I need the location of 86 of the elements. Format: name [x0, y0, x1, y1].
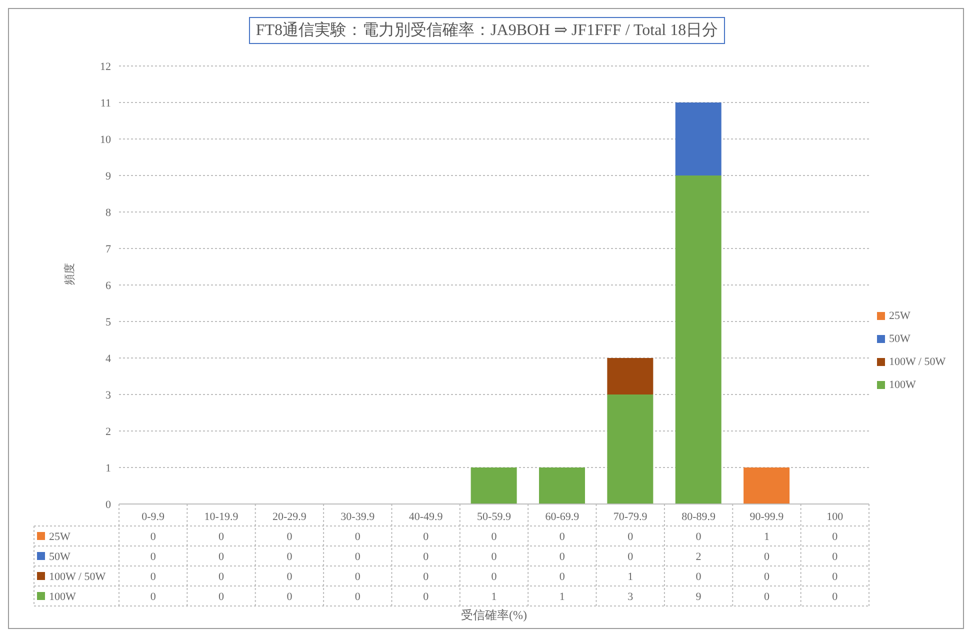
data-label: 0 — [423, 551, 430, 563]
y-tick-label: 3 — [106, 389, 112, 402]
data-label: 0 — [559, 551, 566, 563]
data-label: 0 — [150, 571, 156, 583]
text: 受信確率(%) — [461, 608, 527, 622]
x-tick-label: 80-89.9 — [682, 510, 716, 523]
x-tick-label: 20-29.9 — [272, 510, 307, 523]
data-label: 0 — [286, 591, 293, 603]
text: 100W — [49, 591, 76, 603]
y-tick-label: 5 — [106, 316, 112, 328]
data-label: 0 — [628, 551, 634, 563]
data-label: 1 — [764, 531, 770, 543]
y-tick-label: 7 — [106, 243, 112, 256]
data-label: 3 — [628, 591, 634, 603]
data-label: 0 — [559, 531, 566, 543]
data-label: 0 — [423, 591, 430, 603]
data-label: 0 — [832, 591, 838, 603]
bar — [744, 468, 790, 504]
data-label: 0 — [832, 571, 838, 583]
x-tick-label: 10-19.9 — [204, 510, 239, 523]
bar — [675, 102, 722, 176]
data-label: 0 — [218, 591, 225, 603]
data-label: 0 — [354, 531, 361, 543]
data-label: 0 — [696, 571, 702, 583]
bar — [607, 358, 654, 394]
data-label: 0 — [150, 591, 156, 603]
data-label: 0 — [696, 531, 702, 543]
y-tick-label: 1 — [106, 462, 111, 474]
x-tick-label: 100 — [826, 510, 844, 523]
x-tick-label: 40-49.9 — [408, 510, 444, 523]
data-label: 0 — [764, 571, 770, 583]
data-label: 0 — [559, 571, 566, 583]
bar — [607, 394, 654, 504]
data-label: 9 — [696, 591, 702, 603]
data-label: 1 — [559, 591, 565, 603]
data-label: 0 — [218, 571, 225, 583]
data-label: 0 — [286, 531, 293, 543]
data-label: 0 — [150, 531, 156, 543]
legend-label: 100W — [889, 378, 916, 390]
bar — [539, 468, 585, 504]
text: 100W / 50W — [49, 571, 106, 583]
data-label: 0 — [218, 531, 225, 543]
bar — [470, 468, 517, 504]
y-tick-label: 12 — [100, 60, 111, 73]
legend-label: 100W / 50W — [889, 356, 946, 368]
data-label: 0 — [423, 531, 430, 543]
data-label: 0 — [832, 551, 838, 563]
data-label: 0 — [491, 571, 498, 583]
data-label: 0 — [354, 551, 361, 563]
data-label: 0 — [491, 531, 498, 543]
data-label: 0 — [286, 551, 293, 563]
data-label: 0 — [832, 531, 838, 543]
data-label: 1 — [491, 591, 497, 603]
data-label: 0 — [423, 571, 430, 583]
x-tick-label: 50-59.9 — [477, 510, 512, 523]
x-tick-label: 70-79.9 — [613, 510, 648, 523]
data-label: 0 — [491, 551, 498, 563]
data-label: 0 — [354, 591, 361, 603]
text: 50W — [49, 551, 70, 563]
data-label: 1 — [628, 571, 634, 583]
legend-label: 25W — [889, 310, 910, 322]
data-label: 2 — [696, 551, 702, 563]
y-tick-label: 10 — [100, 134, 112, 146]
y-axis-title: 頻度 — [62, 263, 76, 285]
x-tick-label: 60-69.9 — [545, 510, 580, 523]
data-label: 0 — [150, 551, 156, 563]
bar — [675, 176, 722, 504]
x-tick-label: 0-9.9 — [142, 510, 166, 523]
x-tick-label: 90-99.9 — [750, 510, 784, 523]
y-tick-label: 8 — [106, 206, 112, 219]
y-tick-label: 4 — [106, 352, 112, 365]
y-tick-label: 6 — [106, 280, 112, 292]
y-tick-label: 2 — [106, 426, 111, 438]
text: 25W — [49, 531, 70, 543]
chart-title: FT8通信実験：電力別受信確率：JA9BOH ⇒ JF1FFF / Total 18日分 — [248, 17, 726, 44]
data-label: 0 — [764, 591, 770, 603]
y-tick-label: 9 — [106, 170, 112, 182]
legend-label: 50W — [889, 332, 910, 344]
data-label: 0 — [628, 531, 634, 543]
data-label: 0 — [218, 551, 225, 563]
data-label: 0 — [354, 571, 361, 583]
y-tick-label: 11 — [100, 97, 111, 110]
data-label: 0 — [764, 551, 770, 563]
data-label: 0 — [286, 571, 293, 583]
x-tick-label: 30-39.9 — [340, 510, 376, 523]
y-tick-label: 0 — [106, 498, 112, 511]
